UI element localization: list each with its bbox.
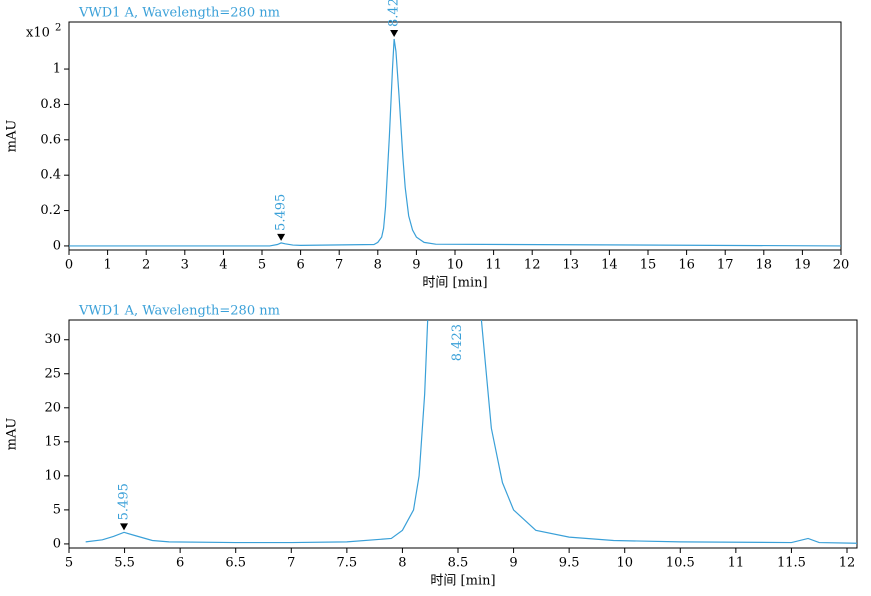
y-tick-label: 20 [44, 400, 61, 415]
x-tick-label: 15 [640, 258, 657, 273]
y-tick-label: 0.8 [40, 97, 61, 112]
peak-label: 5.495 [117, 483, 132, 520]
x-tick-label: 5 [65, 556, 73, 571]
x-tick-label: 12 [524, 258, 541, 273]
y-axis-label: mAU [5, 418, 20, 451]
y-tick-label: 0.2 [40, 203, 61, 218]
y-tick-label: 30 [44, 332, 61, 347]
x-tick-label: 6.5 [225, 556, 246, 571]
x-tick-label: 4 [219, 258, 227, 273]
x-tick-label: 8 [398, 556, 406, 571]
chart-title: VWD1 A, Wavelength=280 nm [78, 6, 280, 21]
x-tick-label: 8 [374, 258, 382, 273]
x-tick-label: 5 [258, 258, 266, 273]
x-tick-label: 17 [717, 258, 734, 273]
y-tick-label: 25 [44, 366, 61, 381]
y-axis-label: mAU [5, 120, 20, 153]
signal-trace [85, 320, 857, 544]
x-tick-label: 10.5 [666, 556, 695, 571]
x-tick-label: 7 [287, 556, 295, 571]
chart-panel: VWD1 A, Wavelength=280 nm 时间 [min] mAU x10 2… [5, 0, 850, 291]
y-tick-label: 0.4 [40, 168, 61, 183]
x-tick-label: 18 [756, 258, 773, 273]
x-tick-label: 9.5 [559, 556, 580, 571]
x-tick-label: 2 [142, 258, 150, 273]
x-tick-label: 6 [176, 556, 184, 571]
x-tick-label: 6 [296, 258, 304, 273]
x-tick-label: 12 [839, 556, 856, 571]
peak-marker [390, 29, 399, 37]
x-tick-label: 13 [563, 258, 580, 273]
x-tick-label: 1 [103, 258, 111, 273]
peak-label: 5.495 [274, 194, 289, 231]
y-tick-label: 0 [53, 238, 61, 253]
y-tick-label: 10 [44, 468, 61, 483]
peak-label: 8.423 [387, 0, 402, 27]
chart-title: VWD1 A, Wavelength=280 nm [78, 304, 280, 319]
peak-label: 8.423 [450, 324, 465, 361]
x-tick-label: 10 [616, 556, 633, 571]
x-tick-label: 5.5 [114, 556, 135, 571]
x-axis-label: 时间 [min] [430, 574, 495, 589]
y-tick-label: 15 [44, 434, 61, 449]
x-tick-label: 7 [335, 258, 343, 273]
plot-frame [68, 21, 842, 251]
x-tick-label: 11 [485, 258, 502, 273]
x-tick-label: 14 [601, 258, 618, 273]
signal-trace [69, 38, 841, 247]
y-tick-label: 1 [53, 62, 61, 77]
x-tick-label: 8.5 [448, 556, 469, 571]
x-tick-label: 9 [412, 258, 420, 273]
x-axis-label: 时间 [min] [422, 276, 487, 291]
y-scale-base: x10 [26, 26, 50, 41]
x-tick-label: 16 [678, 258, 695, 273]
x-tick-label: 20 [833, 258, 850, 273]
y-tick-label: 0.6 [40, 132, 61, 147]
y-tick-label: 0 [53, 536, 61, 551]
y-scale-exponent: 2 [55, 23, 61, 34]
x-tick-label: 10 [447, 258, 464, 273]
x-tick-label: 3 [181, 258, 189, 273]
x-tick-label: 19 [794, 258, 811, 273]
chart-panel: VWD1 A, Wavelength=280 nm 时间 [min] mAU 5 5.5… [5, 304, 858, 589]
plot-frame [68, 319, 858, 549]
x-tick-label: 0 [65, 258, 73, 273]
y-tick-label: 5 [53, 502, 61, 517]
x-tick-label: 7.5 [337, 556, 358, 571]
x-tick-label: 11 [728, 556, 745, 571]
peak-marker [277, 233, 286, 241]
x-tick-label: 11.5 [777, 556, 806, 571]
x-tick-label: 9 [509, 556, 517, 571]
peak-marker [120, 523, 129, 531]
